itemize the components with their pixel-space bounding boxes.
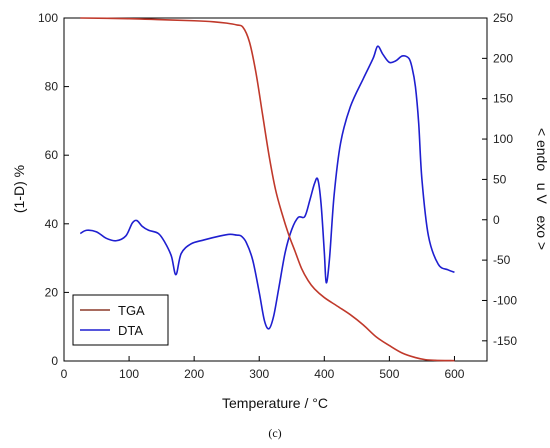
x-tick-label-1: 100	[119, 367, 139, 381]
legend-label-tga: TGA	[118, 303, 145, 318]
x-tick-label-0: 0	[61, 367, 68, 381]
legend: TGA DTA	[72, 294, 169, 346]
legend-box	[72, 294, 169, 346]
left-tick-label-1: 20	[45, 285, 59, 299]
right-tick-label-8: 250	[493, 11, 513, 25]
x-tick-label-2: 200	[184, 367, 204, 381]
left-tick-label-2: 40	[45, 217, 59, 231]
right-tick-label-0: -150	[493, 334, 517, 348]
right-tick-label-4: 50	[493, 172, 507, 186]
right-tick-label-5: 100	[493, 132, 513, 146]
left-tick-label-5: 100	[38, 11, 58, 25]
right-axis-label: < endo u V exo >	[534, 128, 550, 250]
x-tick-label-6: 600	[444, 367, 464, 381]
legend-label-dta: DTA	[118, 323, 143, 338]
plot-frame	[63, 17, 488, 362]
right-axis-ticks: -150 -100 -50 0 50 100 150 200 250	[482, 11, 517, 348]
x-axis-ticks: 0 100 200 300 400 500 600	[61, 356, 465, 381]
figure-caption: (c)	[268, 426, 281, 440]
right-tick-label-3: 0	[493, 213, 500, 227]
x-tick-label-3: 300	[249, 367, 269, 381]
left-axis-label: (1-D) %	[11, 165, 27, 213]
right-tick-label-1: -100	[493, 293, 517, 307]
right-tick-label-6: 150	[493, 92, 513, 106]
x-axis-label: Temperature / °C	[222, 395, 328, 411]
right-tick-label-7: 200	[493, 51, 513, 65]
left-tick-label-4: 80	[45, 80, 59, 94]
series-line-tga	[80, 17, 455, 362]
right-tick-label-2: -50	[493, 253, 511, 267]
x-tick-label-5: 500	[379, 367, 399, 381]
series-line-dta	[79, 45, 455, 330]
x-tick-label-4: 400	[314, 367, 334, 381]
left-axis-ticks: 0 20 40 60 80 100	[38, 11, 69, 368]
left-tick-label-0: 0	[51, 354, 58, 368]
left-tick-label-3: 60	[45, 148, 59, 162]
